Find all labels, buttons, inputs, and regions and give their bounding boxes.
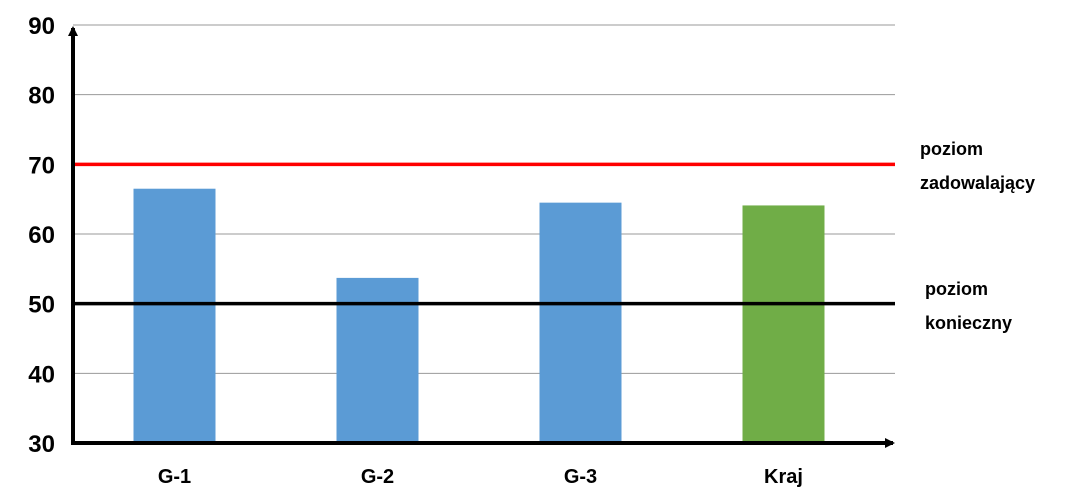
y-tick-label-30: 30: [28, 431, 55, 458]
y-tick-label-50: 50: [28, 292, 55, 319]
ref-label-necessary-line2: konieczny: [925, 313, 1013, 333]
bar-G-3: [539, 202, 622, 443]
bar-G-1: [133, 188, 216, 443]
y-tick-label-40: 40: [28, 361, 55, 388]
ref-label-necessary-line1: poziom: [925, 279, 988, 299]
ref-label-satisfactory: poziom zadowalający: [920, 132, 1035, 200]
x-tick-label-G-2: G-2: [361, 466, 394, 488]
y-tick-label-80: 80: [28, 83, 55, 110]
x-tick-label-G-3: G-3: [564, 466, 597, 488]
y-tick-label-60: 60: [28, 222, 55, 249]
ref-label-necessary: poziom konieczny: [925, 272, 1012, 340]
ref-label-satisfactory-line1: poziom: [920, 139, 983, 159]
y-tick-label-90: 90: [28, 13, 55, 40]
y-tick-label-70: 70: [28, 152, 55, 179]
x-tick-label-Kraj: Kraj: [764, 466, 803, 488]
bar-Kraj: [742, 205, 825, 443]
ref-label-satisfactory-line2: zadowalający: [920, 173, 1036, 193]
x-tick-label-G-1: G-1: [158, 466, 191, 488]
